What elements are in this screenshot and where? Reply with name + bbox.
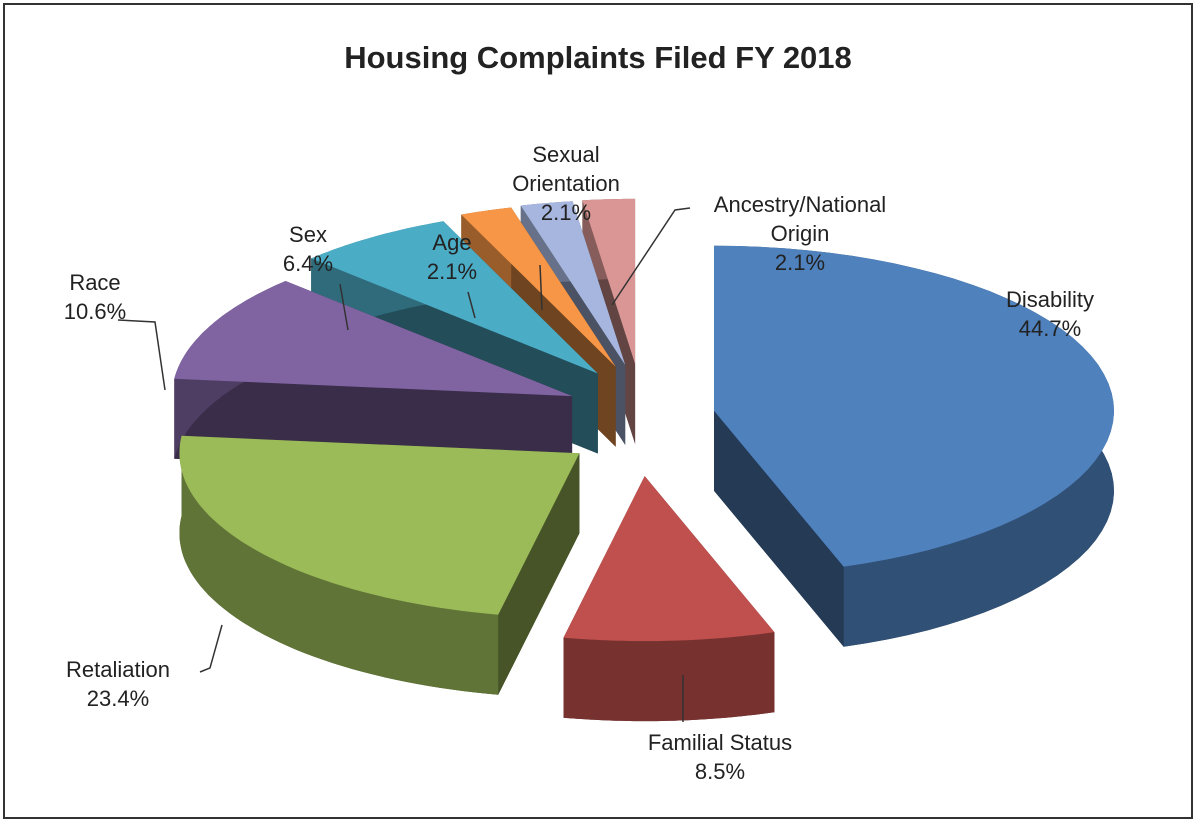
chart-title: Housing Complaints Filed FY 2018 <box>344 40 852 75</box>
slice <box>520 201 626 365</box>
data-label: Familial Status 8.5% <box>600 728 840 786</box>
value-label: 8.5% <box>694 759 746 784</box>
category-label: Retaliation <box>66 657 170 682</box>
value-label: 2.1% <box>540 200 592 225</box>
slice <box>174 281 573 397</box>
category-label: Sexual Orientation <box>512 142 620 196</box>
category-label: Ancestry/National Origin <box>713 192 887 246</box>
slice-side <box>563 632 775 722</box>
value-label: 6.4% <box>282 251 334 276</box>
leader-line <box>467 291 476 319</box>
category-label: Race <box>69 270 121 295</box>
slice <box>461 207 616 367</box>
category-label: Familial Status <box>647 730 793 755</box>
leader-line <box>539 264 543 311</box>
slice <box>714 245 1114 567</box>
category-label: Sex <box>289 222 327 247</box>
data-label: Retaliation 23.4% <box>28 655 208 713</box>
data-label: Sex 6.4% <box>253 220 363 278</box>
value-label: 2.1% <box>426 259 478 284</box>
data-label: Sexual Orientation 2.1% <box>501 140 631 227</box>
slice <box>179 435 580 615</box>
value-label: 10.6% <box>63 299 127 324</box>
category-label: Age <box>432 230 472 255</box>
slice <box>582 198 636 364</box>
data-label: Race 10.6% <box>30 268 160 326</box>
value-label: 23.4% <box>86 686 150 711</box>
slice <box>311 221 598 374</box>
slice <box>563 476 775 642</box>
slice-wall <box>714 410 844 647</box>
frame <box>3 3 1193 819</box>
pie <box>174 198 1114 722</box>
slice-side <box>179 435 499 695</box>
leader-line <box>199 624 223 673</box>
leader-lines <box>117 207 691 722</box>
data-label: Ancestry/National Origin 2.1% <box>685 190 915 277</box>
leader-line <box>611 207 691 306</box>
category-label: Disability <box>1005 287 1095 312</box>
value-label: 2.1% <box>774 250 826 275</box>
data-label: Disability 44.7% <box>950 285 1150 343</box>
leader-line <box>339 283 349 331</box>
value-label: 44.7% <box>1018 316 1082 341</box>
leader-line <box>117 319 166 391</box>
data-label: Age 2.1% <box>402 228 502 286</box>
